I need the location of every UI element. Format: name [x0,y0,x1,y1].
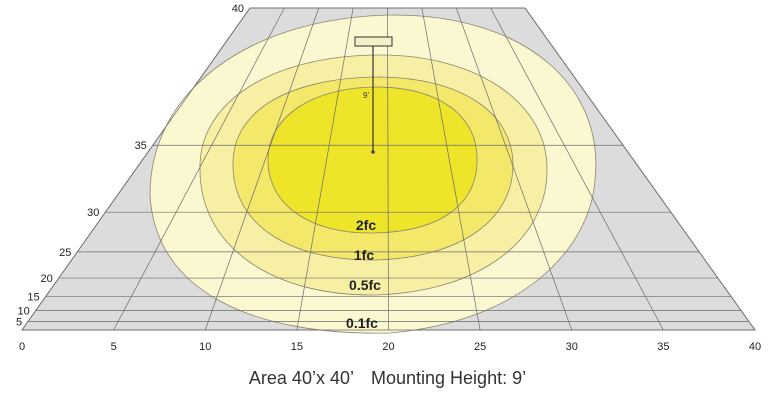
y-tick-label: 30 [87,207,99,219]
grid-line-x-10 [204,7,320,331]
contour-label-1fc: 1fc [354,247,374,263]
grid-line-x-40 [524,7,756,331]
grid-line-x-5 [113,7,285,331]
mounting-height-label: Mounting Height: 9’ [371,368,527,388]
grid-line-x-0 [21,7,251,331]
area-label: Area 40’x 40’ [248,368,354,388]
grid-line-x-35 [490,7,664,331]
grid-line-x-25 [421,7,481,331]
y-tick-label: 5 [16,316,22,328]
y-tick-label: 35 [135,140,147,152]
x-tick-label: 15 [291,341,303,353]
floor-grid [21,7,756,331]
contour-label-2fc: 2fc [356,217,376,233]
grid-line-x-20 [387,7,389,331]
x-tick-label: 30 [566,341,578,353]
x-tick-label: 10 [199,341,211,353]
x-tick-label: 20 [382,341,394,353]
grid-line-x-15 [296,7,354,331]
contour-label-0-1fc: 0.1fc [346,315,378,331]
y-tick-label: 10 [17,306,29,318]
fixture-nadir-point [371,150,375,154]
x-tick-label: 35 [657,341,669,353]
y-tick-label: 40 [232,3,244,15]
x-tick-label: 40 [749,341,761,353]
contour-label-0-5fc: 0.5fc [349,277,381,293]
caption: Area 40’x 40’ Mounting Height: 9’ [0,368,775,389]
grid-line-x-30 [455,7,573,331]
y-tick-label: 15 [27,292,39,304]
x-tick-label: 0 [19,341,25,353]
x-tick-label: 5 [111,341,117,353]
fixture-height-label: 9’ [363,91,369,100]
y-tick-label: 20 [41,273,53,285]
fixture-icon [354,36,393,47]
x-tick-label: 25 [474,341,486,353]
x-axis-ticks: 0 5 10 15 20 25 30 35 40 [19,341,761,353]
y-tick-label: 25 [59,247,71,259]
